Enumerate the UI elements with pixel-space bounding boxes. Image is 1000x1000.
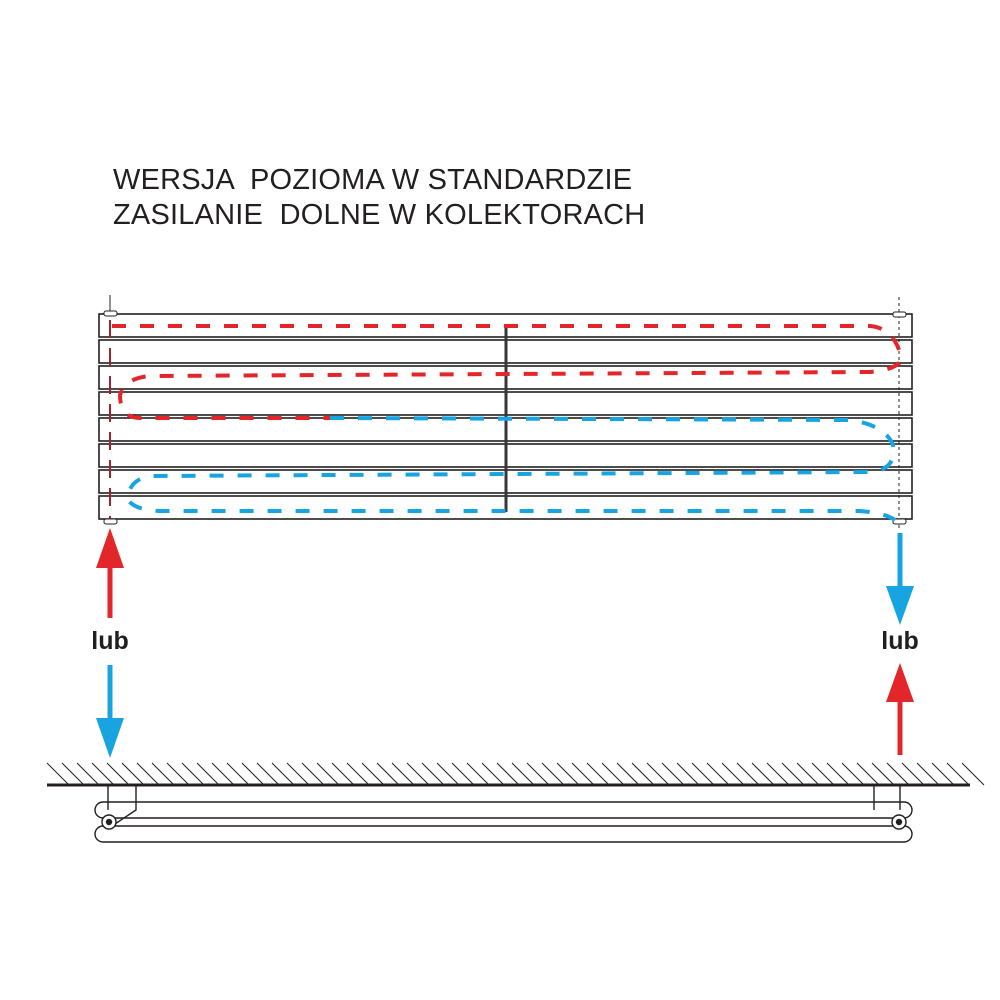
hatch-line — [496, 762, 520, 786]
left-supply-arrow-up-icon — [96, 528, 124, 618]
title-line-1: WERSJA POZIOMA W STANDARDZIE — [113, 164, 633, 196]
hatch-line — [376, 762, 400, 786]
top-view-radiator — [94, 786, 913, 843]
hatch-line — [721, 762, 745, 786]
return-flow-path — [125, 416, 897, 522]
hatch-line — [91, 762, 115, 786]
hatch-line — [661, 762, 685, 786]
hatch-line — [346, 762, 370, 786]
hatch-line — [166, 762, 190, 786]
right-or-label: lub — [881, 627, 919, 655]
hatch-line — [406, 762, 430, 786]
hatch-line — [961, 762, 985, 786]
hatch-line — [691, 762, 715, 786]
hatch-line — [271, 762, 295, 786]
hatch-line — [436, 762, 460, 786]
hatch-line — [451, 762, 475, 786]
hatch-line — [946, 762, 970, 786]
hatch-line — [631, 762, 655, 786]
left-or-label: lub — [91, 627, 129, 655]
hatch-line — [556, 762, 580, 786]
hatch-line — [931, 762, 955, 786]
hatch-line — [781, 762, 805, 786]
hatch-line — [241, 762, 265, 786]
hatch-line — [751, 762, 775, 786]
hatch-line — [421, 762, 445, 786]
floor-hatching — [46, 762, 985, 786]
hatch-line — [511, 762, 535, 786]
hatch-line — [391, 762, 415, 786]
right-cap-bottom — [892, 518, 907, 525]
hatch-line — [316, 762, 340, 786]
hatch-line — [46, 762, 70, 786]
hatch-line — [211, 762, 235, 786]
hatch-line — [181, 762, 205, 786]
hatch-line — [586, 762, 610, 786]
hatch-line — [61, 762, 85, 786]
hatch-line — [121, 762, 145, 786]
hatch-line — [106, 762, 130, 786]
hatch-line — [361, 762, 385, 786]
left-cap-top — [103, 310, 118, 317]
hatch-line — [286, 762, 310, 786]
title-line-2: ZASILANIE DOLNE W KOLEKTORACH — [113, 199, 646, 231]
hatch-line — [886, 762, 910, 786]
right-cap-top — [892, 311, 907, 318]
hatch-line — [136, 762, 160, 786]
hatch-line — [676, 762, 700, 786]
left-return-arrow-down-icon — [96, 665, 124, 758]
hatch-line — [526, 762, 550, 786]
hatch-line — [301, 762, 325, 786]
hatch-line — [646, 762, 670, 786]
hatch-line — [331, 762, 355, 786]
hatch-line — [256, 762, 280, 786]
hatch-line — [916, 762, 940, 786]
hatch-line — [871, 762, 895, 786]
hatch-line — [601, 762, 625, 786]
hatch-line — [616, 762, 640, 786]
right-return-arrow-down-icon — [886, 533, 914, 625]
hatch-line — [76, 762, 100, 786]
right-supply-arrow-up-icon — [886, 663, 914, 755]
hatch-line — [796, 762, 820, 786]
hatch-line — [466, 762, 490, 786]
hatch-line — [151, 762, 175, 786]
hatch-line — [901, 762, 925, 786]
hatch-line — [826, 762, 850, 786]
hatch-line — [481, 762, 505, 786]
hatch-line — [571, 762, 595, 786]
hatch-line — [541, 762, 565, 786]
hatch-line — [811, 762, 835, 786]
hatch-line — [841, 762, 865, 786]
left-cap-bottom — [103, 518, 118, 525]
hatch-line — [736, 762, 760, 786]
hatch-line — [196, 762, 220, 786]
hatch-line — [706, 762, 730, 786]
hatch-line — [856, 762, 880, 786]
hatch-line — [226, 762, 250, 786]
hatch-line — [766, 762, 790, 786]
supply-flow-path — [112, 324, 905, 420]
